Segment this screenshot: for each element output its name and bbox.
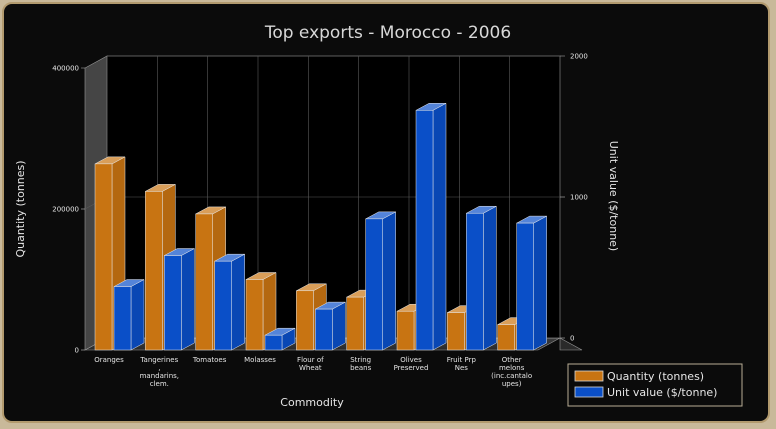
legend-swatch-unit-value: [574, 386, 604, 398]
legend-label-quantity: Quantity (tonnes): [607, 370, 704, 383]
x-axis-title: Commodity: [280, 396, 344, 409]
bar-unit-value-front: [415, 110, 434, 351]
bar-unit-value: [315, 301, 346, 351]
bar-unit-value-front: [164, 255, 182, 351]
bar-quantity-front: [296, 290, 314, 351]
y-tick-label: 200000: [52, 206, 79, 214]
bar-quantity-front: [195, 213, 213, 351]
x-tick-label: Other melons (inc.cantalo upes): [491, 356, 532, 388]
x-tick-label: Olives Preserved: [394, 356, 429, 372]
bar-unit-value: [214, 253, 245, 351]
bar-quantity-front: [145, 191, 163, 351]
y2-tick-label: 0: [570, 335, 574, 343]
y-axis-title: Quantity (tonnes): [14, 160, 27, 257]
bar-quantity-front: [396, 310, 415, 351]
y-tick-label: 0: [75, 347, 79, 355]
bar-quantity-front: [94, 163, 113, 351]
bar-unit-value: [466, 205, 497, 351]
chart-right-edge: [559, 337, 583, 351]
legend: Quantity (tonnes) Unit value ($/tonne): [567, 363, 743, 407]
bar-unit-value-side: [181, 248, 195, 351]
legend-swatch-quantity: [574, 370, 604, 382]
x-tick-label: Flour of Wheat: [297, 356, 324, 372]
bar-unit-value-front: [264, 334, 283, 351]
bar-unit-value-front: [113, 286, 132, 351]
bar-unit-value-side: [382, 211, 396, 351]
bar-unit-value-front: [466, 212, 484, 351]
chart-canvas: Top exports - Morocco - 2006 0 200000 4000…: [14, 23, 743, 409]
x-tick-label: Molasses: [244, 356, 276, 364]
bar-unit-value: [365, 211, 396, 351]
y-tick-label: 400000: [52, 65, 79, 73]
x-tick-label: Tangerines, mandarins, clem.: [139, 356, 179, 388]
bar-unit-value-side: [332, 301, 346, 351]
bar-unit-value: [516, 215, 547, 351]
bar-unit-value-front: [365, 218, 383, 351]
bar-unit-value: [415, 102, 447, 351]
bar-unit-value-front: [214, 260, 232, 351]
bar-unit-value-side: [231, 253, 245, 351]
bar-unit-value-front: [315, 308, 333, 351]
y2-tick-label: 1000: [570, 194, 588, 202]
bar-unit-value: [164, 248, 195, 351]
x-tick-label: Tomatoes: [192, 356, 227, 364]
bar-quantity-front: [497, 324, 515, 351]
chart-title: Top exports - Morocco - 2006: [264, 23, 511, 43]
bar-unit-value-side: [533, 215, 547, 351]
bar-quantity-front: [447, 312, 465, 351]
bar-unit-value-side: [130, 279, 145, 351]
bar-unit-value-front: [516, 222, 534, 351]
y2-axis-title: Unit value ($/tonne): [607, 141, 620, 251]
legend-label-unit-value: Unit value ($/tonne): [607, 386, 717, 399]
bar-unit-value: [264, 327, 296, 351]
bar-unit-value-side: [483, 205, 497, 351]
x-tick-label: Oranges: [94, 356, 124, 364]
bar-quantity-front: [346, 296, 364, 351]
bar-unit-value: [113, 279, 145, 351]
chart-frame: Top exports - Morocco - 2006 0 200000 4000…: [2, 2, 770, 423]
x-tick-label: String beans: [350, 356, 371, 372]
bar-quantity-front: [245, 279, 264, 351]
bar-quantity: [245, 272, 277, 351]
y2-tick-label: 2000: [570, 53, 588, 61]
bar-unit-value-side: [432, 102, 447, 351]
x-tick-label: Fruit Prp Nes: [447, 356, 477, 372]
